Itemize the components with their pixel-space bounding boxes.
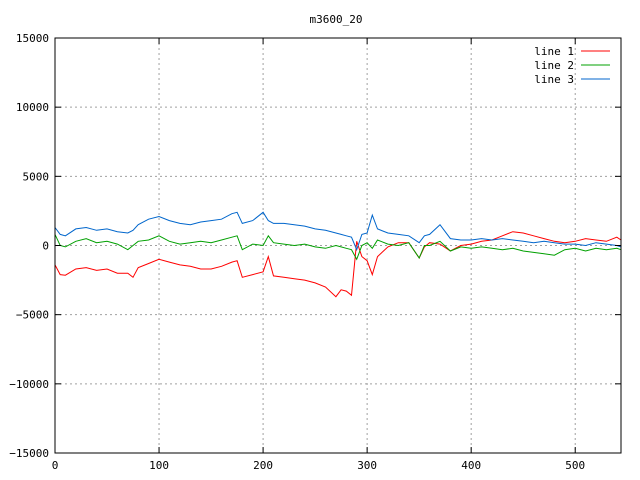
x-tick-label: 300 xyxy=(357,459,377,472)
y-tick-label: −15000 xyxy=(9,447,49,460)
y-tick-label: 15000 xyxy=(16,32,49,45)
y-tick-label: 0 xyxy=(42,240,49,253)
y-tick-label: −10000 xyxy=(9,378,49,391)
ticks: 0 100 200 300 400 500 −15000 −10000 −5000 0 5000 10… xyxy=(9,32,621,472)
series-line-line-1 xyxy=(54,231,622,298)
x-tick-label: 200 xyxy=(253,459,273,472)
y-tick-label: −5000 xyxy=(16,309,49,322)
x-tick-label: 0 xyxy=(52,459,59,472)
legend-label: line 2 xyxy=(534,59,574,72)
x-tick-label: 500 xyxy=(565,459,585,472)
chart-title: m3600_20 xyxy=(310,13,363,26)
series-line-line-3 xyxy=(54,211,622,252)
x-tick-label: 400 xyxy=(461,459,481,472)
y-tick-label: 5000 xyxy=(23,170,50,183)
legend-label: line 3 xyxy=(534,73,574,86)
y-tick-label: 10000 xyxy=(16,101,49,114)
grid xyxy=(55,38,621,453)
series-line-line-2 xyxy=(54,234,622,261)
x-tick-label: 100 xyxy=(149,459,169,472)
series-layer xyxy=(54,211,622,298)
legend-label: line 1 xyxy=(534,45,574,58)
